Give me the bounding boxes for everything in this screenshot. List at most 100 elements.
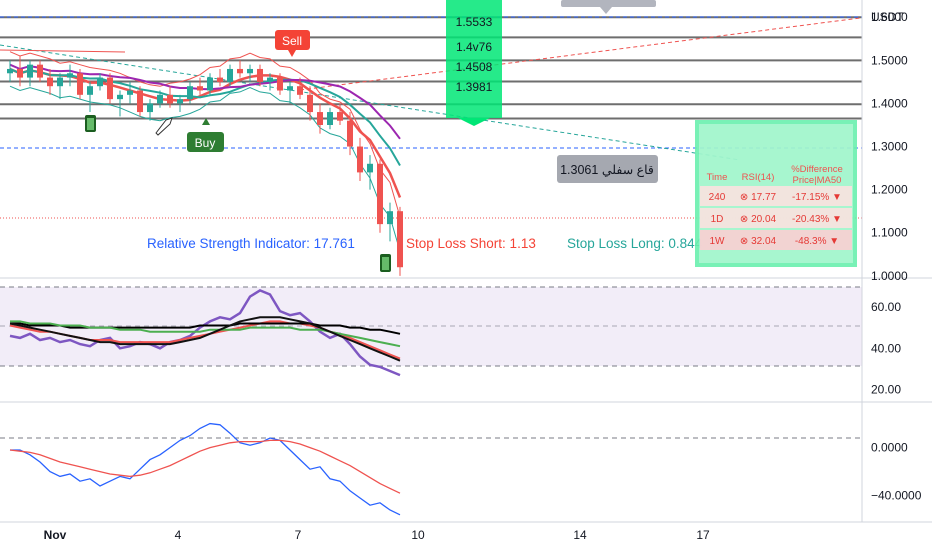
series-line — [9, 85, 401, 252]
candle — [287, 81, 293, 104]
candle — [317, 103, 323, 134]
candle — [367, 155, 373, 190]
candle — [237, 60, 243, 78]
candle — [177, 94, 183, 113]
candle — [107, 73, 113, 104]
time-tick-label: 7 — [295, 528, 302, 542]
candle — [337, 103, 343, 125]
stop-loss-long-text: Stop Loss Long: 0.844 — [567, 236, 703, 251]
candle — [277, 73, 283, 95]
currency-label: USDT — [871, 10, 904, 24]
time-tick-label: 14 — [573, 528, 587, 542]
series-line — [9, 316, 401, 362]
rsi-axis[interactable]: 60.00 40.00 20.00 — [871, 300, 901, 397]
candle — [147, 99, 153, 121]
macd-axis[interactable]: 0.0000 −40.0000 — [871, 441, 922, 503]
table-cell: -48.3% ▼ — [795, 236, 839, 247]
candle — [197, 77, 203, 95]
table-cell: ⊗ 20.04 — [740, 214, 777, 225]
rsi-tick-label: 40.00 — [871, 341, 901, 355]
target-level-label: 1.3981 — [456, 80, 493, 94]
table-header-cell: %Difference — [791, 164, 843, 175]
dotted-price-line — [0, 16, 862, 219]
candle — [167, 86, 173, 108]
candles — [7, 56, 403, 276]
candle — [127, 81, 133, 104]
candle — [67, 64, 73, 87]
time-tick-label: 4 — [175, 528, 182, 542]
sell-label: Sell — [282, 34, 302, 48]
table-header-cell: Time — [707, 172, 728, 183]
battery-icon — [380, 254, 391, 272]
rsi-lines — [9, 289, 401, 377]
candle — [347, 112, 353, 156]
support-label-text: 1.3061 قاع سفلي — [560, 163, 654, 178]
table-row: 1W ⊗ 32.04 -48.3% ▼ — [700, 230, 852, 250]
candle — [57, 73, 63, 100]
price-tick-label: 1.5000 — [871, 53, 908, 67]
candle — [77, 68, 83, 100]
rocket-icon — [155, 117, 173, 136]
time-axis[interactable]: Nov 4 7 10 14 17 — [44, 528, 710, 542]
price-tick-label: 1.2000 — [871, 183, 908, 197]
rsi-tick-label: 60.00 — [871, 300, 901, 314]
table-header-cell: RSI(14) — [742, 172, 775, 183]
top-tab — [561, 0, 656, 7]
price-tick-label: 1.6000 — [871, 10, 908, 24]
time-tick-label: 10 — [411, 528, 425, 542]
candle — [207, 73, 213, 95]
sell-signal: Sell — [275, 30, 310, 57]
candle — [307, 86, 313, 121]
candle — [297, 77, 303, 100]
table-cell: 1W — [710, 236, 726, 247]
macd-lines — [9, 422, 401, 516]
price-axis[interactable]: 1.6000 1.5000 1.4000 1.3000 1.2000 1.1000 1.00… — [871, 10, 908, 283]
table-cell: 240 — [709, 192, 726, 203]
price-tick-label: 1.4000 — [871, 96, 908, 110]
macd-tick-label: 0.0000 — [871, 441, 908, 455]
candle — [157, 90, 163, 108]
candle — [187, 81, 193, 104]
table-cell: 1D — [711, 214, 724, 225]
series-line — [9, 63, 401, 140]
table-cell: ⊗ 32.04 — [740, 236, 777, 247]
series-line — [9, 51, 401, 218]
moving-averages — [9, 51, 402, 252]
series-line — [9, 68, 401, 167]
price-tick-label: 1.0000 — [871, 269, 908, 283]
time-tick-label: Nov — [44, 528, 67, 542]
table-cell: -20.43% ▼ — [792, 214, 842, 225]
support-label: 1.3061 قاع سفلي — [557, 155, 658, 183]
table-cell: ⊗ 17.77 — [740, 192, 777, 203]
candle — [97, 73, 103, 91]
candle — [37, 60, 43, 82]
series-line — [9, 439, 401, 494]
candle — [357, 137, 363, 182]
candle — [377, 159, 383, 233]
candle — [27, 60, 33, 87]
price-tick-label: 1.3000 — [871, 140, 908, 154]
rsi-band-background — [0, 287, 862, 366]
candle — [257, 64, 263, 87]
rsi-info-text: Relative Strength Indicator: 17.761 — [147, 236, 355, 251]
candle — [267, 73, 273, 91]
candle — [47, 68, 53, 95]
time-tick-label: 17 — [696, 528, 710, 542]
rsi-tick-label: 20.00 — [871, 383, 901, 397]
series-line — [10, 322, 401, 335]
series-line — [10, 422, 401, 516]
price-tick-label: 1.1000 — [871, 226, 908, 240]
candle — [247, 64, 253, 82]
candle — [117, 90, 123, 117]
candle — [387, 202, 393, 242]
target-levels-box[interactable]: 1.5533 1.4v76 1.4508 1.3981 — [446, 0, 502, 126]
table-header-cell: Price|MA50 — [793, 175, 842, 186]
candle — [397, 206, 403, 276]
macd-tick-label: −40.0000 — [871, 489, 922, 503]
candle — [217, 68, 223, 87]
target-level-label: 1.4v76 — [456, 40, 492, 54]
battery-icon — [85, 115, 96, 132]
